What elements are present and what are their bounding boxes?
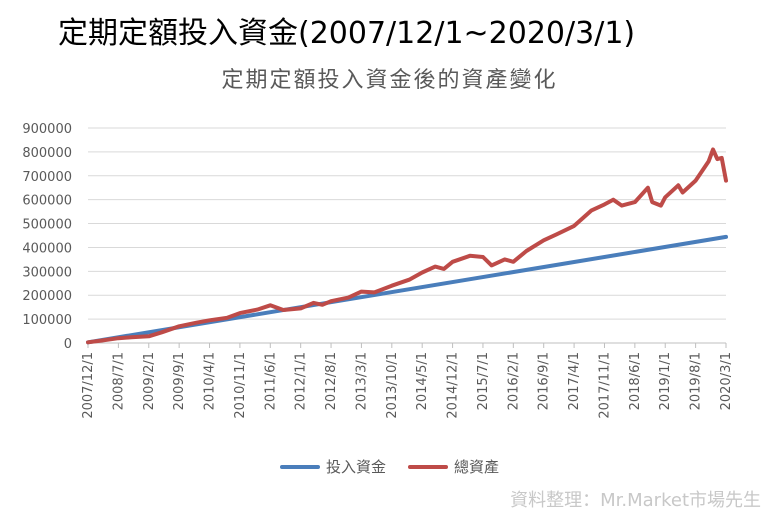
x-tick-label: 2013/3/1 <box>354 352 369 410</box>
x-tick-label: 2019/1/1 <box>658 352 673 410</box>
x-tick-label: 2017/4/1 <box>567 352 582 410</box>
x-tick-label: 2016/9/1 <box>537 352 552 410</box>
x-tick-label: 2015/7/1 <box>476 352 491 410</box>
x-tick-label: 2017/11/1 <box>597 352 612 419</box>
y-tick-label: 0 <box>64 337 72 352</box>
x-tick-label: 2016/2/1 <box>506 352 521 410</box>
x-tick-label: 2014/12/1 <box>446 352 461 419</box>
x-tick-label: 2008/7/1 <box>111 352 126 410</box>
x-tick-label: 2010/4/1 <box>203 352 218 410</box>
y-tick-label: 500000 <box>22 218 72 233</box>
series-line-total <box>86 147 728 345</box>
chart-title: 定期定額投入資金後的資產變化 <box>221 68 558 93</box>
series-lines <box>86 147 728 345</box>
x-tick-label: 2014/5/1 <box>415 352 430 410</box>
x-tick-label: 2013/10/1 <box>385 352 400 419</box>
x-tick-label: 2019/8/1 <box>689 352 704 410</box>
y-tick-label: 400000 <box>22 241 72 256</box>
x-tick-label: 2020/3/1 <box>719 352 734 410</box>
gridlines <box>88 127 726 344</box>
legend-item-invested: 投入資金 <box>279 456 386 477</box>
x-tick-label: 2012/1/1 <box>294 352 309 410</box>
x-tick-label: 2012/8/1 <box>324 352 339 410</box>
x-tick-label: 2018/6/1 <box>628 352 643 410</box>
x-tick-label: 2009/2/1 <box>142 352 157 410</box>
y-tick-label: 900000 <box>22 122 72 137</box>
legend: 投入資金 總資產 <box>0 456 779 477</box>
y-tick-label: 800000 <box>22 146 72 161</box>
y-tick-label: 100000 <box>22 313 72 328</box>
y-tick-label: 200000 <box>22 289 72 304</box>
legend-item-total: 總資產 <box>408 456 499 477</box>
page-heading: 定期定額投入資金(2007/12/1~2020/3/1) <box>58 16 636 51</box>
x-tick-label: 2007/12/1 <box>81 352 96 419</box>
y-tick-label: 600000 <box>22 194 72 209</box>
y-tick-label: 700000 <box>22 170 72 185</box>
legend-label-total: 總資產 <box>454 458 500 476</box>
x-tick-label: 2011/6/1 <box>263 352 278 410</box>
legend-swatch-total <box>408 464 448 469</box>
y-axis-ticks: 0 100000 200000 300000 400000 500000 600000 700… <box>22 122 72 352</box>
y-tick-label: 300000 <box>22 265 72 280</box>
source-note: 資料整理：Mr.Market市場先生 <box>510 490 761 511</box>
legend-label-invested: 投入資金 <box>325 458 386 476</box>
legend-swatch-invested <box>279 464 320 469</box>
x-axis-ticks: 2007/12/1 2008/7/1 2009/2/1 2009/9/1 2010/4/… <box>81 343 734 419</box>
x-tick-label: 2009/9/1 <box>172 352 187 410</box>
x-tick-label: 2010/11/1 <box>233 352 248 419</box>
